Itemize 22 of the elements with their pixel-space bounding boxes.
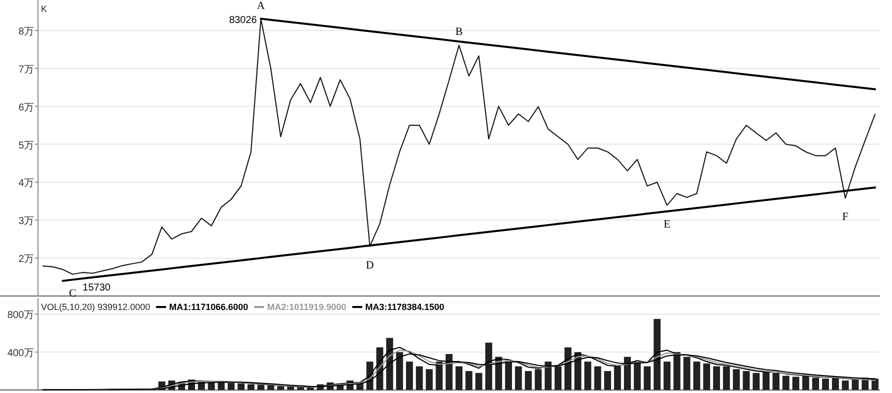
annotation: E — [664, 218, 671, 230]
annotation: K — [41, 4, 48, 14]
annotation: 83026 — [229, 14, 258, 26]
legend-label: MA2:1011919.9000 — [267, 302, 346, 312]
legend-label: MA3:1178384.1500 — [365, 302, 444, 312]
annotation: C — [69, 287, 76, 300]
y-tick-label: 400万 — [7, 348, 34, 360]
y-tick-label: 5万 — [18, 140, 34, 152]
y-tick-label: 8万 — [18, 26, 34, 38]
y-tick-label: 2万 — [18, 254, 34, 266]
annotation: D — [366, 259, 374, 272]
annotation: 15730 — [82, 282, 111, 294]
y-tick-label: 6万 — [18, 102, 34, 114]
y-tick-label: 800万 — [7, 310, 34, 322]
y-tick-label: 3万 — [18, 216, 34, 228]
legend-label: MA1:1171066.6000 — [169, 302, 248, 312]
annotation: A — [256, 0, 265, 12]
annotation: F — [842, 211, 848, 224]
annotation: VOL(5,10,20) 939912.0000 — [41, 302, 150, 312]
y-tick-label: 4万 — [18, 178, 34, 190]
annotation: B — [455, 26, 463, 38]
y-tick-label: 7万 — [18, 64, 34, 76]
